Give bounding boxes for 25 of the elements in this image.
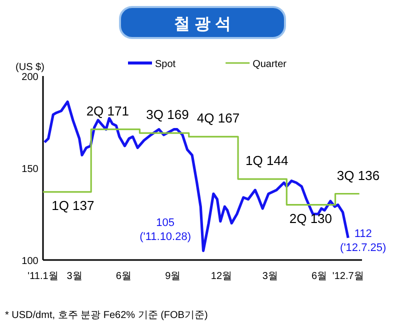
legend-label: Quarter bbox=[252, 59, 288, 70]
annotation: 3Q 169 bbox=[146, 107, 189, 122]
annotation: 105 ('11.10.28) bbox=[140, 216, 192, 243]
x-tick-label: 6월 bbox=[116, 271, 132, 282]
y-tick-label: 150 bbox=[22, 164, 39, 175]
x-tick-label: 12월 bbox=[210, 271, 232, 282]
x-tick-label: '11.1월 bbox=[28, 271, 58, 282]
annotation: 2Q 171 bbox=[86, 103, 129, 118]
text: * USD/dmt, 호주 분광 Fe62% 기준 (FOB기준) bbox=[5, 310, 208, 321]
y-axis-title: (US $) bbox=[16, 62, 44, 73]
annotation: 1Q 137 bbox=[52, 198, 94, 213]
annotation: 4Q 167 bbox=[196, 110, 240, 126]
annotation: 2Q 130 bbox=[289, 210, 332, 226]
x-tick-label: '12.7월 bbox=[332, 271, 364, 282]
x-tick-label: 3월 bbox=[262, 271, 278, 282]
chart-title: 철 광 석 bbox=[174, 16, 231, 33]
annotation: 112 ('12.7.25) bbox=[340, 228, 386, 254]
annotation: 1Q 144 bbox=[246, 153, 288, 168]
annotation: 3Q 136 bbox=[336, 168, 380, 183]
y-tick-label: 100 bbox=[22, 256, 39, 267]
x-tick-label: 3월 bbox=[66, 271, 82, 282]
y-tick-label: 200 bbox=[22, 72, 39, 83]
x-tick-label: 9월 bbox=[165, 271, 181, 282]
x-tick-label: 6월 bbox=[311, 271, 328, 282]
legend-label: Spot bbox=[155, 59, 176, 70]
